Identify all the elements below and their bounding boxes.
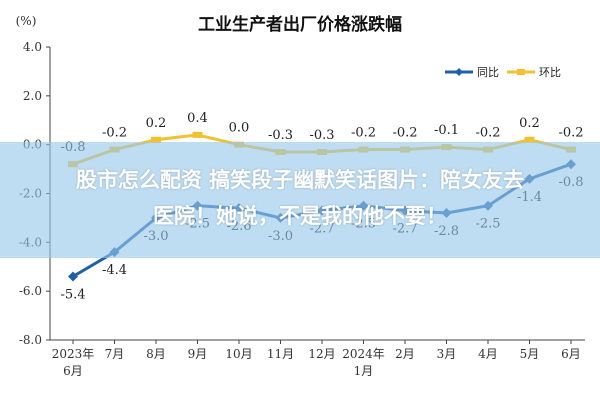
data-label-mom: 0.4 — [187, 111, 208, 126]
y-tick-label: 2.0 — [23, 89, 42, 103]
data-label-mom: -0.2 — [558, 126, 583, 141]
x-tick-label: 9月 — [188, 347, 208, 361]
legend-marker — [455, 68, 463, 76]
x-tick-label: 2024年 — [342, 347, 385, 361]
y-tick-label: -8.0 — [19, 333, 42, 347]
chart-title: 工业生产者出厂价格涨跌幅 — [198, 14, 402, 35]
x-tick-label: 12月 — [308, 347, 335, 361]
x-tick-label: 10月 — [225, 347, 252, 361]
legend-label: 同比 — [477, 66, 499, 79]
y-tick-label: -6.0 — [19, 284, 42, 298]
data-label-mom: -0.3 — [309, 128, 334, 143]
data-point-yoy — [68, 271, 78, 282]
caption-overlay: 股市怎么配资 搞笑段子幽默笑话图片：陪女友去 医院！她说，不是我的他不要！ — [0, 162, 600, 234]
legend-label: 环比 — [539, 66, 561, 79]
data-label-yoy: -5.4 — [60, 288, 85, 303]
x-tick-label: 1月 — [354, 364, 374, 378]
legend-marker — [517, 69, 525, 75]
x-tick-label: 6月 — [63, 364, 83, 378]
x-tick-label: 4月 — [478, 347, 498, 361]
data-label-yoy: -4.4 — [102, 263, 127, 278]
data-label-mom: 0.2 — [519, 116, 540, 131]
data-label-mom: 0.2 — [146, 116, 167, 131]
x-tick-label: 5月 — [520, 347, 540, 361]
data-label-mom: -0.2 — [392, 126, 417, 141]
data-label-mom: -0.2 — [475, 126, 500, 141]
y-tick-label: 4.0 — [23, 40, 42, 54]
data-label-mom: -0.3 — [268, 128, 293, 143]
caption-line-2: 医院！她说，不是我的他不要！ — [153, 204, 447, 228]
x-tick-label: 2月 — [395, 347, 415, 361]
x-tick-label: 11月 — [267, 347, 294, 361]
data-point-mom — [524, 136, 535, 143]
data-label-mom: -0.2 — [102, 126, 127, 141]
unit-label: (%) — [16, 14, 37, 28]
caption-line-1: 股市怎么配资 搞笑段子幽默笑话图片：陪女友去 — [75, 168, 525, 192]
x-tick-label: 3月 — [437, 347, 457, 361]
data-label-mom: 0.0 — [229, 121, 250, 136]
x-tick-label: 8月 — [146, 347, 166, 361]
x-tick-label: 6月 — [561, 347, 581, 361]
data-label-mom: -0.1 — [434, 123, 459, 138]
caption-overlay-band — [0, 142, 600, 258]
x-tick-label: 2023年 — [52, 347, 95, 361]
data-point-mom — [151, 136, 161, 143]
x-tick-label: 7月 — [105, 347, 125, 361]
data-point-mom — [192, 131, 203, 138]
data-label-mom: -0.2 — [351, 126, 376, 141]
